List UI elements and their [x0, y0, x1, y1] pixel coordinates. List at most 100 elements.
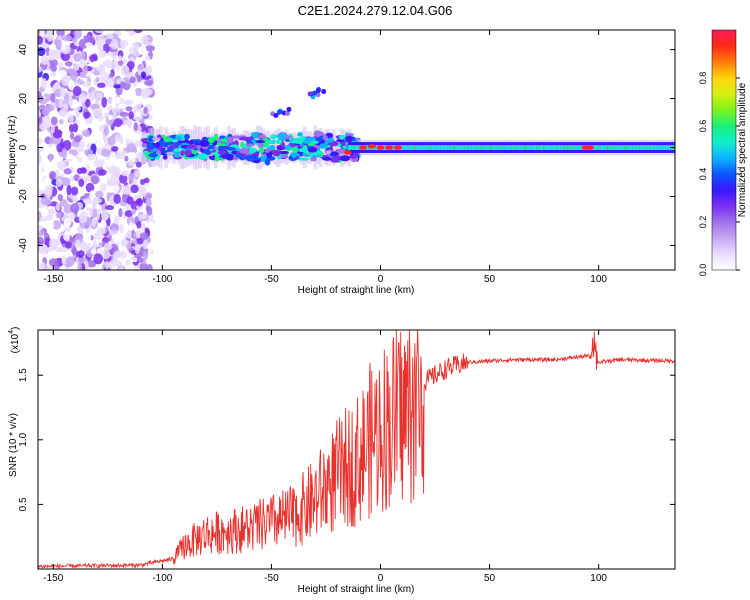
noise-blob — [124, 210, 133, 218]
carrier-halo — [255, 125, 260, 170]
carrier-core — [565, 145, 569, 150]
noise-blob — [124, 155, 129, 162]
carrier-core — [602, 145, 606, 150]
carrier-core — [447, 145, 451, 150]
colorbar-gradient — [711, 29, 737, 271]
carrier-blob — [245, 154, 255, 162]
snr-panel: -150 -100 -50 0 50 100 0.5 1.0 1.5 Height of st… — [8, 327, 676, 595]
carrier-core — [654, 145, 658, 150]
spectrogram-marks — [38, 30, 675, 270]
noise-blob — [72, 64, 80, 71]
noise-blob — [112, 112, 117, 119]
y-tick-label: -40 — [18, 238, 29, 253]
noise-blob — [88, 95, 95, 102]
carrier-core — [614, 145, 618, 150]
noise-blob — [40, 55, 49, 65]
carrier-blob — [307, 146, 318, 153]
carrier-core — [482, 145, 486, 150]
noise-blob — [128, 172, 135, 183]
noise-blob — [107, 135, 117, 146]
noise-blob — [125, 230, 132, 239]
satellite-blob — [307, 91, 313, 97]
carrier-blob — [297, 132, 303, 137]
noise-blob — [113, 215, 120, 225]
carrier-halo — [143, 132, 148, 163]
noise-blob — [111, 145, 119, 152]
x-tick-label: 50 — [484, 274, 496, 285]
noise-blob — [119, 124, 129, 130]
x-tick-label: 100 — [590, 573, 607, 584]
carrier-core — [623, 145, 627, 150]
carrier-core — [640, 145, 644, 150]
carrier-blob — [180, 150, 185, 155]
carrier-core — [574, 145, 578, 150]
noise-blob — [91, 60, 101, 68]
noise-blob — [87, 36, 95, 43]
carrier-peak — [343, 150, 352, 155]
noise-blob — [109, 151, 117, 160]
carrier-core — [572, 145, 576, 150]
carrier-core — [536, 145, 540, 150]
carrier-core — [620, 145, 624, 150]
carrier-core — [558, 145, 562, 150]
noise-blob — [140, 178, 146, 186]
svg-text:(x104): (x104) — [8, 327, 21, 354]
noise-blob — [134, 244, 140, 255]
carrier-core — [527, 145, 531, 150]
carrier-core — [578, 145, 582, 150]
noise-blob — [139, 262, 148, 270]
carrier-blob — [334, 155, 342, 161]
carrier-core — [599, 145, 603, 150]
noise-blob — [93, 161, 103, 168]
noise-blob — [139, 232, 149, 240]
carrier-core — [506, 145, 510, 150]
noise-blob — [103, 125, 109, 136]
noise-blob — [44, 187, 52, 198]
noise-blob — [130, 184, 139, 194]
noise-blob — [70, 132, 75, 140]
carrier-peak — [367, 144, 376, 149]
carrier-core — [347, 145, 351, 150]
y-tick-label: 40 — [18, 44, 29, 56]
noise-blob — [126, 60, 135, 70]
carrier-core — [600, 145, 604, 150]
noise-blob — [137, 45, 147, 55]
carrier-blob — [186, 144, 197, 149]
y-tick-label: 0.5 — [18, 497, 29, 511]
carrier-halo — [140, 133, 145, 163]
noise-blob — [38, 152, 41, 164]
carrier-core — [630, 145, 634, 150]
carrier-core — [462, 145, 466, 150]
y-tick-label: 1.5 — [18, 368, 29, 382]
noise-blob — [38, 137, 43, 145]
noise-blob — [55, 169, 60, 178]
carrier-blob — [284, 145, 292, 150]
noise-blob — [106, 217, 111, 227]
noise-blob — [115, 150, 121, 160]
noise-blob — [125, 106, 133, 112]
noise-blob — [63, 93, 70, 104]
carrier-core — [490, 145, 494, 150]
carrier-core — [405, 145, 409, 150]
carrier-core — [611, 145, 615, 150]
colorbar: 0.0 0.2 0.4 0.6 0.8 Normalized spectral ampl… — [698, 29, 748, 276]
carrier-core — [637, 145, 641, 150]
noise-blob — [99, 220, 107, 229]
carrier-core — [644, 145, 648, 150]
carrier-core — [499, 145, 503, 150]
carrier-core — [639, 145, 643, 150]
carrier-blob — [162, 142, 169, 148]
x-tick-label: -50 — [264, 274, 279, 285]
carrier-blob — [255, 140, 266, 144]
carrier-core — [510, 145, 514, 150]
carrier-core — [513, 145, 517, 150]
carrier-core — [538, 145, 542, 150]
carrier-core — [424, 145, 428, 150]
noise-blob — [140, 71, 147, 78]
noise-blob — [38, 110, 42, 118]
carrier-blob — [301, 152, 307, 157]
carrier-blob — [226, 136, 234, 144]
noise-blob — [142, 251, 149, 260]
carrier-core — [492, 145, 496, 150]
carrier-core — [653, 145, 657, 150]
